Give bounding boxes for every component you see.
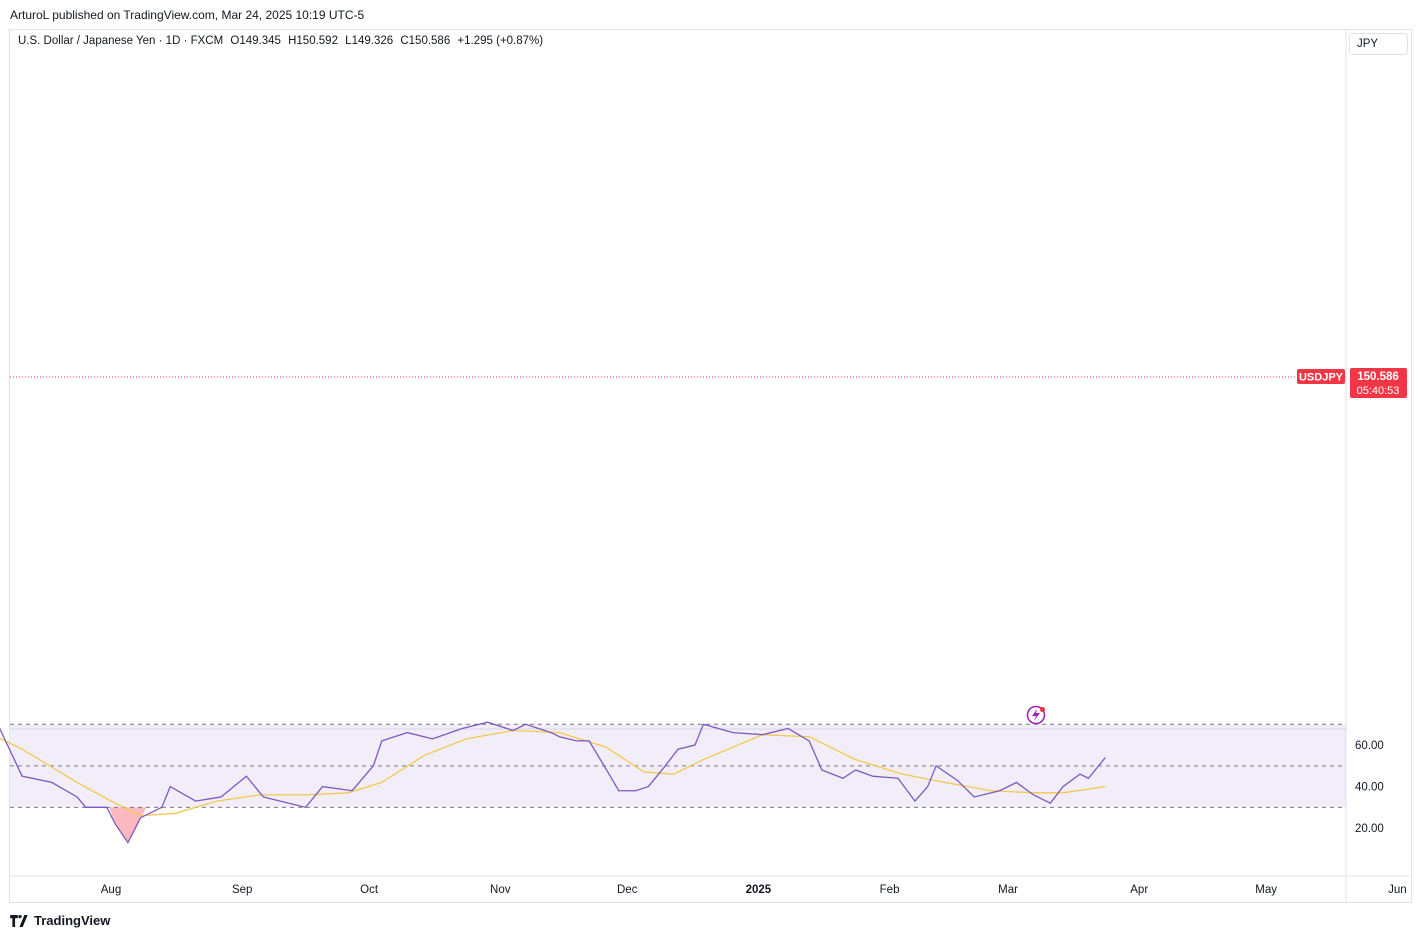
- legend-low: L149.326: [345, 35, 394, 47]
- price-label: USDJPY 150.586 05:40:53: [1297, 368, 1407, 398]
- legend-close: C150.586: [400, 35, 451, 47]
- legend-high: H150.592: [288, 35, 338, 47]
- chart-frame: [9, 29, 1412, 903]
- price-label-symbol: USDJPY: [1299, 372, 1344, 384]
- currency-button[interactable]: JPY: [1349, 33, 1408, 55]
- symbol-legend: U.S. Dollar / Japanese Yen · 1D · FXCM O…: [18, 35, 547, 47]
- footer-brand-text: TradingView: [34, 913, 111, 928]
- publisher-line: ArturoL published on TradingView.com, Ma…: [10, 8, 365, 22]
- price-label-price: 150.586: [1357, 371, 1399, 383]
- tradingview-logo-icon: [10, 914, 28, 927]
- price-label-countdown: 05:40:53: [1357, 385, 1400, 397]
- footer-brand[interactable]: TradingView: [10, 913, 110, 928]
- price-label-value-box: [1350, 368, 1407, 398]
- price-label-symbol-box: [1297, 369, 1345, 384]
- legend-change: +1.295 (+0.87%): [457, 35, 544, 47]
- legend-symbol: U.S. Dollar / Japanese Yen · 1D · FXCM: [18, 35, 224, 47]
- legend-open: O149.345: [230, 35, 281, 47]
